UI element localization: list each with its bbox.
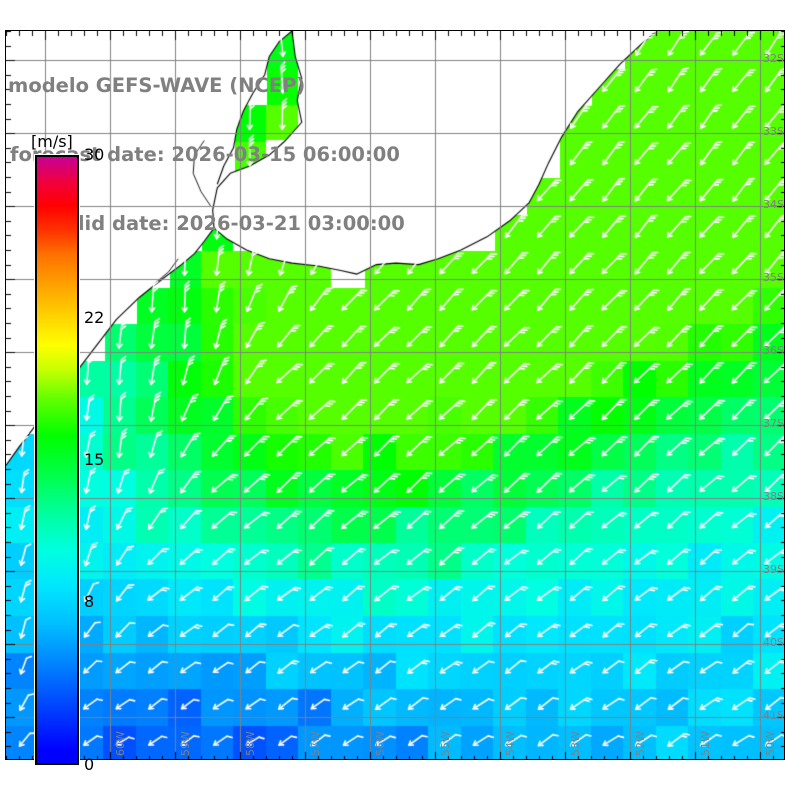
colorbar-gradient [34, 154, 80, 766]
colorbar-tick-8: 8 [84, 592, 95, 612]
colorbar-tick-22: 22 [84, 307, 105, 327]
colorbar-tick-15: 15 [84, 450, 105, 469]
colorbar-tick-0: 0 [84, 755, 95, 774]
map-plot-area[interactable] [5, 30, 785, 760]
graticule-grid-layer [6, 31, 784, 759]
colorbar-tick-30: 30 [84, 145, 105, 164]
colorbar-unit-label: [m/s] [31, 132, 73, 151]
